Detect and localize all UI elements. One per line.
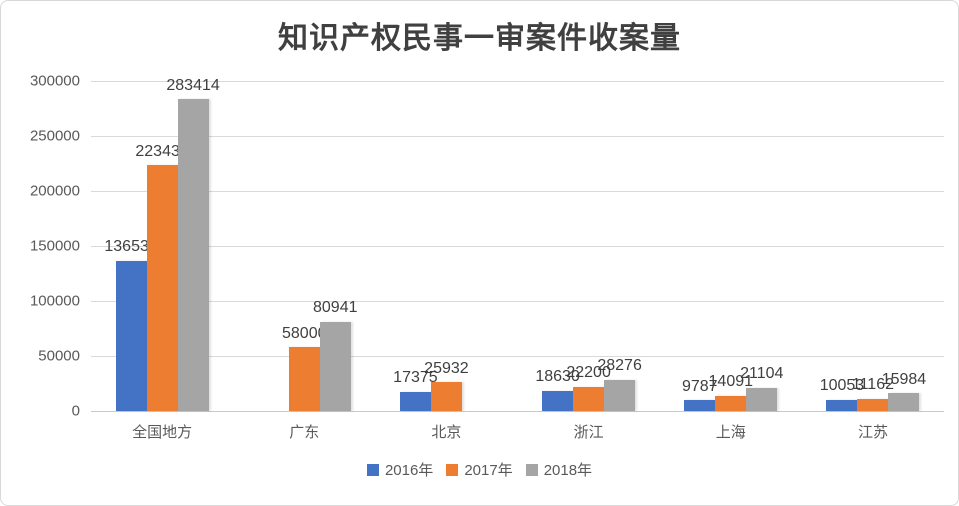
legend-swatch-icon [446, 463, 459, 476]
bar-group-6: 10053 11162 15984 [802, 81, 944, 411]
gridline [91, 191, 944, 192]
bar-slot: 14091 [709, 81, 753, 411]
bar [542, 390, 574, 411]
legend: 2016年 2017年 2018年 [1, 459, 958, 480]
bar-value-label: 80941 [313, 299, 358, 317]
gridline [91, 81, 944, 82]
y-axis-tick-label: 300000 [29, 72, 80, 90]
bar [826, 399, 858, 411]
bar [573, 386, 605, 411]
bar-slot: 10053 [820, 81, 864, 411]
gridline [91, 301, 944, 302]
bar-value-label: 9787 [681, 377, 718, 395]
legend-swatch-icon [525, 463, 538, 476]
bar-value-label: 223437 [135, 142, 189, 160]
bar-slot: 11162 [852, 81, 894, 411]
y-axis-tick-label: 200000 [29, 182, 80, 200]
bars-layer: 136534 223437 283414 58000 80941 17375 25932 18… [91, 77, 944, 411]
y-axis-tick-label: 150000 [29, 237, 80, 255]
legend-item: 2017年 [446, 459, 513, 480]
x-axis-category-label: 江苏 [857, 424, 888, 441]
bar [399, 391, 431, 411]
bar-slot: 9787 [681, 81, 718, 411]
bar-slot: 22200 [566, 81, 611, 411]
bar-value-label: 10053 [819, 377, 865, 395]
bar [177, 99, 209, 411]
bar-value-label: 136534 [104, 238, 158, 256]
gridline [91, 356, 944, 357]
bar [746, 387, 778, 411]
bar-value-label: 28276 [597, 357, 642, 375]
bar-slot [258, 81, 289, 411]
bar-slot: 17375 [393, 81, 438, 411]
bar-slot: 25932 [424, 81, 469, 411]
plot-area: 0 50000 100000 150000 200000 250000 300000 136… [30, 73, 944, 420]
bar-value-label: 15984 [881, 370, 927, 388]
bar-slot: 15984 [882, 81, 926, 411]
y-axis-tick-label: 100000 [29, 292, 80, 310]
bar-group-5: 9787 14091 21104 [660, 81, 802, 411]
legend-label: 2018年 [543, 462, 593, 479]
bar [288, 347, 320, 411]
bar-slot: 223437 [135, 81, 189, 411]
x-axis-category-labels: 全国地方 广东 北京 浙江 上海 江苏 [91, 421, 944, 442]
bar [715, 395, 747, 411]
x-axis-category-label: 浙江 [573, 424, 604, 441]
bar-value-label: 14091 [708, 372, 754, 390]
bar-slot: 58000 [282, 81, 327, 411]
bar [684, 400, 716, 411]
gridline [91, 246, 944, 247]
bar-group-3: 17375 25932 [375, 81, 517, 411]
bar [857, 398, 889, 411]
bar-group-4: 18630 22200 28276 [518, 81, 660, 411]
bar-value-label: 58000 [282, 324, 327, 342]
bar [115, 260, 147, 411]
bar [319, 321, 351, 411]
bar-slot: 80941 [313, 81, 358, 411]
y-axis-tick-label: 0 [71, 402, 80, 420]
bar [430, 382, 462, 411]
bar-value-label: 11162 [851, 376, 894, 394]
bar-value-label: 25932 [424, 359, 469, 377]
y-axis-tick-label: 250000 [29, 127, 80, 145]
chart-title: 知识产权民事一审案件收案量 [278, 22, 681, 55]
bar-slot: 21104 [740, 81, 783, 411]
legend-item: 2018年 [525, 459, 593, 480]
gridline [91, 136, 944, 137]
x-axis-category-label: 上海 [715, 424, 746, 441]
gridline [91, 411, 944, 412]
bar-value-label: 17375 [393, 369, 438, 387]
bar-value-label: 21104 [740, 365, 784, 383]
legend-label: 2017年 [464, 462, 513, 479]
bar-value-label: 18630 [535, 367, 580, 385]
bar-slot: 283414 [166, 77, 220, 411]
x-axis-category-label: 广东 [289, 424, 320, 441]
x-axis-category-label: 北京 [431, 424, 462, 441]
bar-value-label: 22200 [566, 364, 611, 381]
bar-group-1: 136534 223437 283414 [91, 77, 233, 411]
bar [604, 379, 636, 411]
y-axis-tick-label: 50000 [38, 347, 80, 365]
bar [888, 393, 920, 411]
legend-swatch-icon [366, 463, 379, 476]
bar-group-2: 58000 80941 [233, 81, 375, 411]
legend-item: 2016年 [366, 459, 434, 480]
bar-slot: 28276 [597, 81, 642, 411]
bar-value-label: 283414 [166, 76, 220, 94]
bar-slot: 18630 [535, 81, 580, 411]
x-axis-category-label: 全国地方 [132, 424, 193, 441]
bar-slot: 136534 [104, 81, 158, 411]
bar-slot [462, 81, 493, 411]
legend-label: 2016年 [384, 462, 434, 479]
bar [146, 165, 178, 411]
